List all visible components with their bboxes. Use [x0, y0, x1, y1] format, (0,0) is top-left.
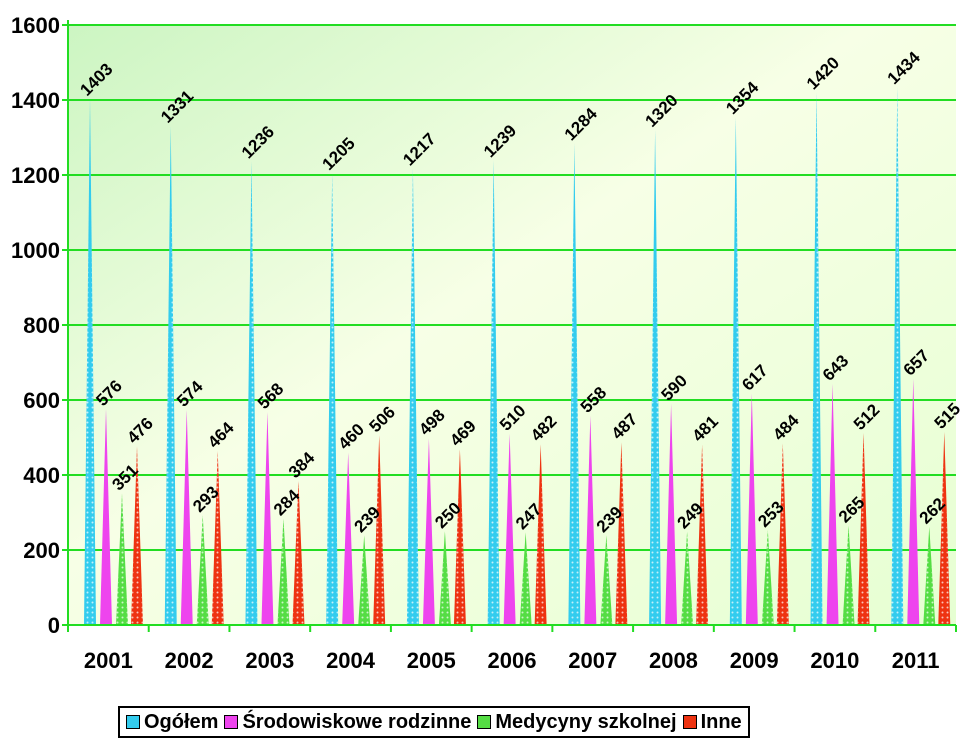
legend-swatch-ogolem	[126, 715, 140, 729]
bar-texture	[131, 446, 143, 625]
bar-2-2006	[503, 433, 516, 625]
bar-texture	[891, 87, 904, 625]
bar-texture	[292, 481, 305, 625]
y-tick-label: 200	[23, 538, 60, 563]
bar-2-2009	[745, 393, 758, 625]
bar-texture	[938, 431, 951, 625]
bar-texture	[534, 444, 547, 625]
legend-label-srodowiskowe: Środowiskowe rodzinne	[242, 710, 472, 733]
bar-texture	[696, 444, 709, 625]
bar-2-2005	[422, 438, 435, 625]
bar-texture	[600, 535, 613, 625]
bar-2-2002	[180, 409, 193, 625]
bar-texture	[842, 525, 855, 625]
bar-texture	[857, 433, 870, 625]
bar-texture	[358, 535, 371, 625]
bar-2-2003	[261, 412, 274, 625]
x-tick-label: 2009	[730, 648, 779, 673]
legend-label-medycyny: Medycyny szkolnej	[495, 710, 677, 733]
bar-texture	[776, 443, 789, 625]
legend-item-inne: Inne	[682, 710, 742, 734]
bar-texture	[84, 98, 96, 625]
bar-texture	[649, 130, 662, 625]
x-tick-label: 2006	[488, 648, 537, 673]
bar-texture	[519, 532, 532, 625]
y-tick-label: 400	[23, 463, 60, 488]
bars	[84, 87, 951, 625]
x-tick-label: 2001	[84, 648, 133, 673]
y-tick-label: 1000	[11, 238, 60, 263]
bar-texture	[326, 173, 339, 625]
x-tick-label: 2003	[245, 648, 294, 673]
x-tick-label: 2011	[892, 648, 940, 673]
bar-texture	[116, 493, 128, 625]
x-tick-label: 2002	[165, 648, 214, 673]
legend-label-ogolem: Ogółem	[144, 710, 219, 733]
x-tick-label: 2004	[326, 648, 376, 673]
bar-texture	[373, 435, 386, 625]
y-tick-label: 1600	[11, 13, 60, 38]
bar-2-2007	[584, 415, 597, 625]
y-tick-label: 1400	[11, 88, 60, 113]
bar-texture	[615, 442, 628, 625]
bar-texture	[810, 92, 823, 625]
bar-texture	[406, 168, 419, 625]
bar-texture	[487, 160, 500, 625]
bar-texture	[729, 117, 742, 625]
bar-texture	[277, 518, 290, 625]
bar-2-2011	[907, 378, 920, 625]
bar-texture	[568, 143, 581, 625]
legend: Ogółem Środowiskowe rodzinne Medycyny sz…	[118, 706, 750, 738]
bar-texture	[164, 125, 177, 625]
legend-swatch-medycyny	[477, 715, 492, 729]
bar-texture	[681, 531, 694, 625]
y-tick-label: 1200	[11, 163, 60, 188]
bar-2-2010	[826, 383, 839, 625]
x-tick-label: 2007	[568, 648, 617, 673]
legend-swatch-inne	[682, 715, 697, 729]
legend-item-medycyny: Medycyny szkolnej	[477, 710, 677, 734]
bar-2-2008	[665, 403, 678, 625]
bar-texture	[196, 515, 209, 625]
x-tick-label: 2008	[649, 648, 698, 673]
y-tick-label: 800	[23, 313, 60, 338]
y-tick-label: 600	[23, 388, 60, 413]
bar-texture	[453, 449, 466, 625]
y-tick-label: 0	[48, 613, 60, 638]
bar-texture	[923, 526, 936, 625]
bar-texture	[211, 451, 224, 625]
bar-texture	[438, 531, 451, 625]
bar-2-2004	[342, 452, 355, 625]
axes: 0 200 400 600 800 1000 1200 1400 1600 2001 2002 200…	[11, 13, 957, 673]
legend-item-ogolem: Ogółem	[126, 711, 218, 734]
bar-texture	[245, 161, 258, 625]
legend-item-srodowiskowe: Środowiskowe rodzinne	[224, 711, 471, 734]
x-tick-label: 2005	[407, 648, 456, 673]
legend-label-inne: Inne	[700, 710, 742, 733]
bar-texture	[761, 530, 774, 625]
legend-swatch-srodowiskowe	[224, 715, 239, 729]
bar-2-2001	[100, 409, 112, 625]
x-tick-label: 2010	[810, 648, 859, 673]
